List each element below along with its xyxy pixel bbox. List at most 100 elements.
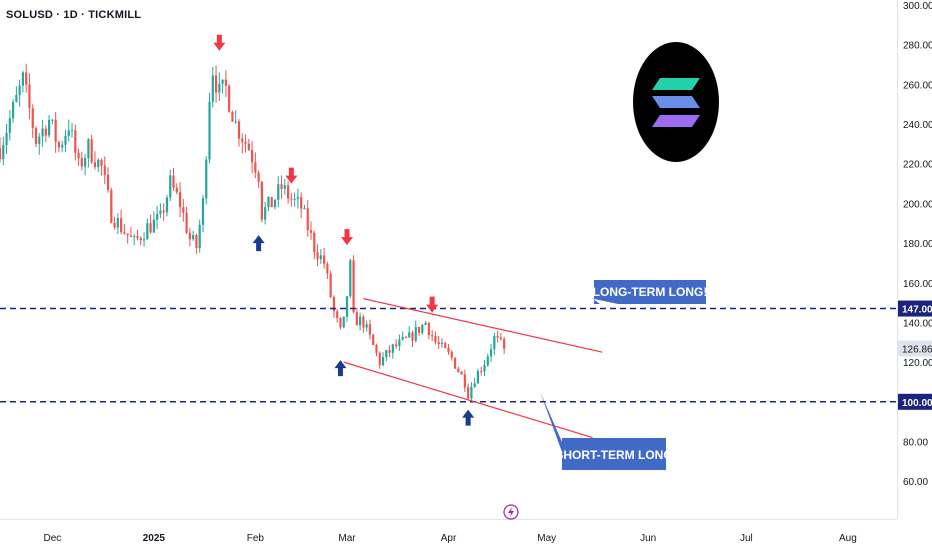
candle-body — [368, 324, 372, 335]
candle — [385, 349, 388, 362]
candle-body — [460, 371, 463, 375]
candle — [388, 345, 391, 357]
candle — [444, 341, 447, 349]
candle — [61, 140, 64, 153]
candle-body — [64, 135, 67, 145]
candle-body — [0, 147, 2, 160]
candle-body — [244, 141, 247, 144]
time-tick-label: Feb — [247, 533, 265, 544]
candle — [106, 167, 110, 193]
candle — [74, 124, 77, 161]
candle-body — [93, 162, 97, 168]
candle-body — [195, 235, 198, 248]
candle-body — [15, 95, 18, 102]
candle — [453, 357, 457, 370]
sell-arrow-icon — [213, 34, 226, 51]
candle-body — [355, 312, 358, 326]
candle — [231, 110, 234, 122]
candle — [375, 343, 378, 357]
candle-body — [247, 143, 250, 151]
candle — [450, 349, 453, 361]
candle-body — [48, 119, 51, 136]
candle-body — [149, 223, 152, 233]
candle-body — [250, 150, 254, 163]
candle — [54, 112, 57, 153]
candle-body — [198, 224, 201, 248]
candle — [470, 382, 473, 403]
candle — [136, 229, 139, 241]
candle-body — [286, 185, 290, 199]
candle — [159, 203, 162, 218]
candle — [172, 167, 175, 192]
candle-body — [218, 83, 221, 93]
candle — [319, 249, 322, 264]
candle — [283, 178, 286, 195]
candle — [156, 205, 159, 230]
candle — [152, 211, 155, 233]
candle — [84, 153, 87, 176]
candle-body — [133, 235, 136, 237]
candle — [80, 151, 83, 171]
candle-body — [11, 101, 15, 119]
candle-body — [463, 374, 466, 388]
candle-body — [339, 317, 342, 328]
candle — [116, 213, 119, 234]
candle-body — [70, 130, 74, 132]
candle-body — [120, 218, 123, 233]
candle-body — [192, 235, 195, 240]
candle — [296, 188, 300, 209]
candle-body — [450, 352, 453, 358]
candle — [313, 230, 316, 260]
candle — [5, 123, 8, 154]
candle — [218, 72, 221, 102]
candle-body — [300, 197, 303, 209]
buy-arrow-icon — [252, 235, 265, 252]
candle — [460, 371, 463, 375]
candle-body — [77, 152, 80, 159]
candle-body — [8, 118, 11, 133]
time-tick-label: 2025 — [143, 533, 166, 544]
candle-body — [313, 232, 316, 253]
candle-body — [165, 197, 169, 213]
candle — [133, 234, 136, 246]
candle-body — [319, 255, 322, 260]
candle — [493, 332, 496, 356]
candle — [208, 92, 211, 164]
candle — [264, 201, 267, 225]
candle — [15, 86, 18, 103]
candle-body — [106, 174, 110, 190]
candle — [77, 148, 80, 166]
candle-body — [467, 387, 470, 399]
price-tick-label: 220.00 — [903, 160, 932, 171]
candle-body — [136, 235, 139, 238]
candle-body — [352, 260, 355, 313]
price-axis: 60.00 80.00 100.00 120.00 140.00 160.00 180.00… — [903, 1, 932, 488]
candle — [93, 151, 97, 170]
candle-body — [290, 198, 293, 200]
candle-body — [182, 207, 185, 213]
candle-body — [178, 192, 182, 208]
candle — [306, 199, 309, 237]
candle-body — [444, 342, 447, 349]
candle-body — [503, 338, 506, 349]
candle — [408, 326, 411, 338]
candle-body — [80, 158, 83, 167]
candle-body — [38, 136, 41, 144]
candle — [336, 308, 339, 323]
candle-body — [5, 132, 8, 146]
candle — [185, 206, 188, 235]
candle-body — [205, 159, 208, 199]
candle-body — [427, 322, 430, 336]
candle — [165, 195, 169, 217]
candle — [401, 331, 404, 341]
candle — [178, 182, 182, 217]
candle-body — [309, 230, 313, 233]
candle — [322, 247, 326, 269]
symbol-title: SOLUSD · 1D · TICKMILL — [6, 9, 142, 21]
candle — [25, 63, 28, 93]
candle-body — [388, 350, 391, 353]
candle — [345, 296, 349, 322]
candle-body — [480, 371, 483, 373]
candle — [277, 176, 280, 208]
